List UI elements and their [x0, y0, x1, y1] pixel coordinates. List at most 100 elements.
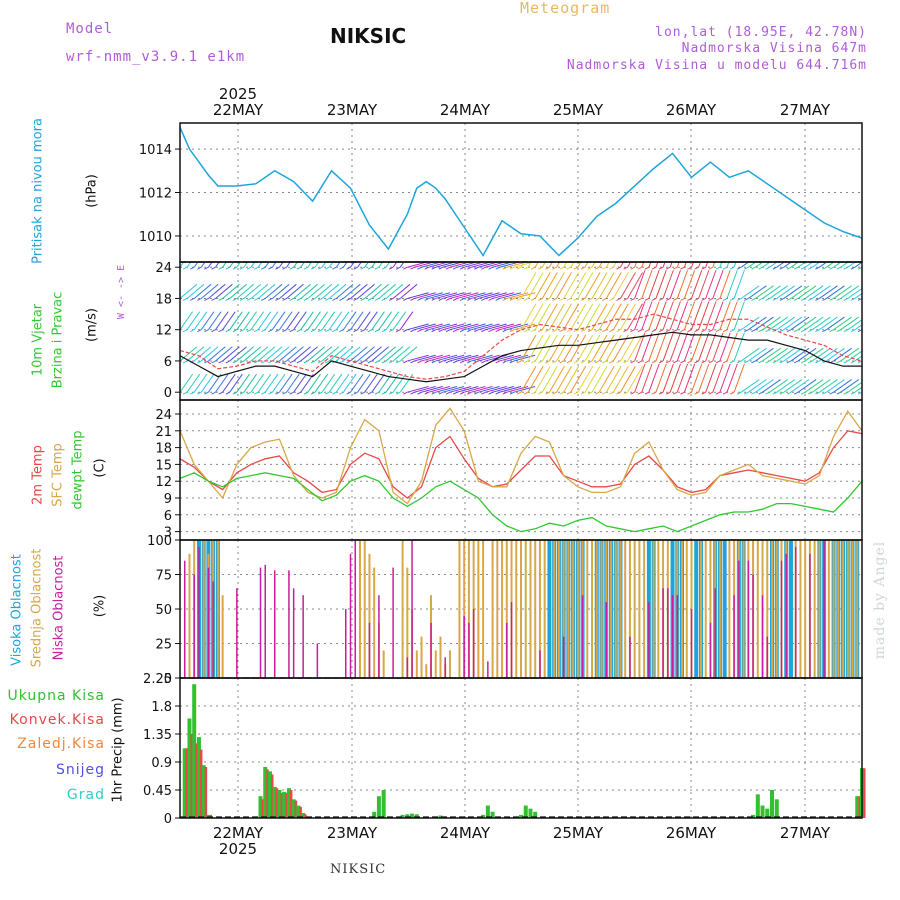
- wind-arrow-head: [637, 298, 642, 301]
- wind-arrow-head: [182, 266, 188, 270]
- wind-arrow: [527, 365, 544, 393]
- wind-ytick-label: 6: [164, 355, 172, 370]
- wind-arrow: [257, 311, 272, 330]
- wind-arrow-head: [410, 391, 415, 395]
- wind-arrow-head: [481, 360, 486, 364]
- wind-arrow-head: [268, 266, 273, 270]
- wind-arrow: [222, 311, 236, 330]
- wind-arrow: [740, 262, 750, 268]
- wind-arrow-head: [573, 391, 579, 395]
- wind-arrow-head: [829, 298, 834, 301]
- wind-arrow: [705, 270, 717, 299]
- wind-arrow: [804, 316, 824, 331]
- wind-arrow: [293, 283, 311, 299]
- wind-arrow: [492, 323, 514, 331]
- wind-arrow-head: [594, 360, 600, 364]
- wind-arrow: [485, 354, 507, 362]
- mid-cloud-bar: [804, 540, 807, 678]
- wind-arrow: [193, 346, 212, 362]
- wind-arrow-head: [800, 266, 806, 270]
- wind-arrow-head: [772, 360, 777, 364]
- wind-arrow: [471, 323, 493, 331]
- wind-arrow-head: [580, 391, 586, 395]
- mid-cloud-bar: [458, 540, 461, 678]
- wind-arrow-head: [644, 266, 650, 270]
- wind-arrow: [208, 311, 222, 330]
- wind-arrow: [286, 311, 300, 330]
- mid-cloud-bar: [477, 540, 480, 678]
- wind-arrow-head: [609, 360, 614, 364]
- total-precip-bar: [376, 796, 381, 818]
- wind-arrow: [541, 303, 558, 330]
- wind-arrow-head: [374, 329, 380, 333]
- low-cloud-bar: [288, 570, 290, 678]
- wind-arrow: [648, 270, 660, 299]
- wind-arrow: [342, 373, 357, 393]
- wind-arrow-head: [559, 298, 564, 301]
- wind-arrow-head: [843, 391, 849, 395]
- total-precip-bar: [277, 790, 282, 818]
- wind-arrow: [733, 262, 737, 268]
- wind-arrow: [485, 386, 507, 393]
- wind-arrow: [407, 386, 429, 393]
- mid-cloud-bar: [742, 540, 745, 678]
- wind-arrow: [584, 303, 601, 330]
- wind-arrow: [428, 354, 451, 362]
- wind-arrow: [343, 346, 361, 362]
- wind-arrow: [208, 373, 222, 393]
- high-cloud-bar: [722, 540, 727, 678]
- wind-arrow: [811, 262, 821, 268]
- mid-cloud-bar: [382, 650, 385, 678]
- mid-cloud-bar: [553, 540, 556, 678]
- wind-arrow: [513, 292, 536, 299]
- low-cloud-bar: [430, 622, 432, 678]
- wind-arrow: [328, 283, 347, 299]
- wind-arrow: [414, 386, 436, 393]
- wind-arrow: [676, 270, 689, 299]
- wind-arrow-head: [800, 329, 806, 333]
- wind-arrow-head: [317, 266, 323, 270]
- temperature-ytick-label: 18: [155, 442, 172, 457]
- mid-cloud-bar: [368, 553, 371, 678]
- wind-arrow: [371, 373, 385, 393]
- wind-arrow-head: [523, 360, 529, 364]
- wind-arrow-head: [467, 329, 472, 333]
- low-cloud-bar: [785, 553, 787, 678]
- mid-cloud-bar: [704, 540, 707, 678]
- wind-arrow-head: [594, 266, 600, 270]
- wind-arrow-head: [232, 391, 238, 395]
- wind-arrow: [797, 316, 817, 331]
- wind-arrow-head: [843, 266, 849, 270]
- wind-arrow: [584, 334, 601, 362]
- wind-arrow-head: [211, 329, 216, 333]
- wind-speed-line: [179, 331, 862, 383]
- wind-arrow-head: [189, 329, 195, 333]
- wind-arrow-head: [850, 360, 856, 364]
- wind-arrow: [833, 262, 842, 268]
- wind-arrow-head: [651, 266, 657, 270]
- wind-arrow-head: [737, 360, 742, 364]
- wind-ytick-label: 0: [164, 386, 172, 401]
- wind-arrow: [712, 332, 724, 362]
- wind-arrow: [328, 346, 347, 362]
- wind-arrow: [577, 303, 594, 330]
- wind-arrow: [335, 262, 341, 268]
- wind-arrow-head: [467, 360, 472, 364]
- wind-arrow: [478, 292, 500, 299]
- wind-arrow-head: [836, 329, 841, 333]
- low-cloud-bar: [752, 574, 754, 678]
- wind-arrow-head: [602, 266, 607, 270]
- wind-arrow-head: [431, 391, 436, 395]
- wind-arrow-head: [182, 329, 188, 333]
- wind-arrow-head: [410, 266, 415, 270]
- wind-arrow: [407, 292, 429, 299]
- convective-precip-bar: [204, 766, 208, 818]
- wind-arrow: [833, 379, 852, 393]
- wind-arrow-head: [722, 360, 728, 364]
- wind-arrow: [208, 262, 213, 268]
- wind-arrow-head: [275, 391, 280, 395]
- wind-arrow-head: [396, 266, 401, 270]
- wind-arrow: [811, 316, 831, 331]
- wind-arrow-head: [182, 298, 188, 301]
- wind-arrow: [449, 292, 472, 299]
